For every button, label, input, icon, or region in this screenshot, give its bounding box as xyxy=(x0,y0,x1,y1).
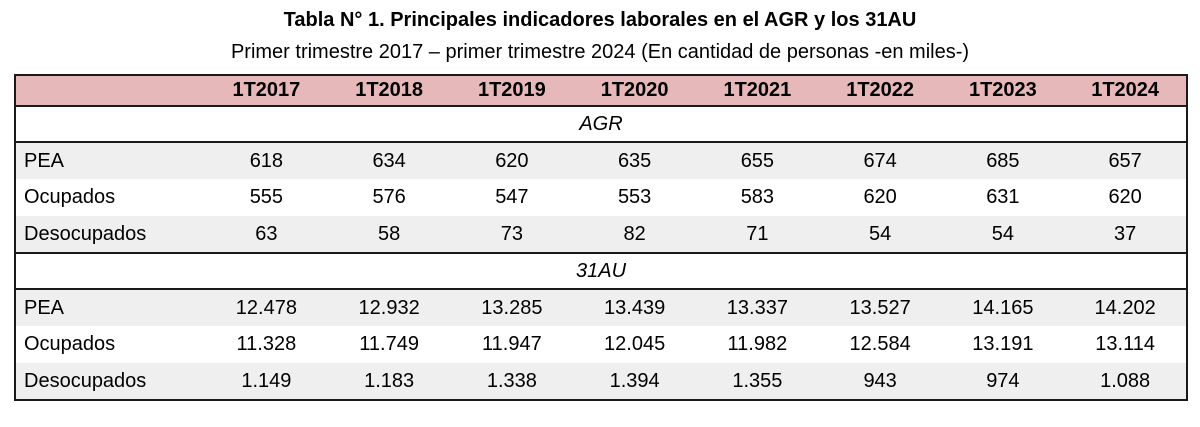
value-cell: 12.584 xyxy=(818,326,942,363)
value-cell: 58 xyxy=(327,216,451,253)
value-cell: 655 xyxy=(696,142,819,179)
header-cell-1T2023: 1T2023 xyxy=(941,75,1065,107)
row-label: PEA xyxy=(15,142,205,179)
table-body: AGR PEA 618 634 620 635 655 674 685 657 Ocupados 55… xyxy=(15,105,1187,400)
value-cell: 63 xyxy=(205,216,328,253)
value-cell: 11.749 xyxy=(327,326,451,363)
header-cell-1T2024: 1T2024 xyxy=(1064,75,1187,107)
value-cell: 13.337 xyxy=(696,289,819,326)
value-cell: 1.394 xyxy=(573,363,696,400)
value-cell: 1.183 xyxy=(327,363,451,400)
table-row-31AU-PEA: PEA 12.478 12.932 13.285 13.439 13.337 13.527 1… xyxy=(15,289,1187,326)
value-cell: 1.355 xyxy=(696,363,819,400)
value-cell: 14.165 xyxy=(941,289,1065,326)
value-cell: 555 xyxy=(205,179,328,216)
value-cell: 11.328 xyxy=(205,326,328,363)
table-subtitle: Primer trimestre 2017 – primer trimestre… xyxy=(230,41,970,63)
value-cell: 11.982 xyxy=(696,326,819,363)
value-cell: 82 xyxy=(573,216,696,253)
row-label: PEA xyxy=(15,289,205,326)
header-cell-1T2018: 1T2018 xyxy=(327,75,451,107)
table-row-AGR-PEA: PEA 618 634 620 635 655 674 685 657 xyxy=(15,142,1187,179)
table-row-AGR-Ocupados: Ocupados 555 576 547 553 583 620 631 620 xyxy=(15,179,1187,216)
value-cell: 14.202 xyxy=(1064,289,1187,326)
value-cell: 71 xyxy=(696,216,819,253)
table-row-31AU-Ocupados: Ocupados 11.328 11.749 11.947 12.045 11.982 12… xyxy=(15,326,1187,363)
value-cell: 635 xyxy=(573,142,696,179)
header-cell-1T2017: 1T2017 xyxy=(205,75,328,107)
value-cell: 13.114 xyxy=(1064,326,1187,363)
value-cell: 54 xyxy=(818,216,942,253)
value-cell: 618 xyxy=(205,142,328,179)
row-label: Desocupados xyxy=(15,363,205,400)
value-cell: 974 xyxy=(941,363,1065,400)
value-cell: 620 xyxy=(1064,179,1187,216)
value-cell: 11.947 xyxy=(450,326,574,363)
section-row-31AU: 31AU xyxy=(15,252,1187,290)
value-cell: 12.478 xyxy=(205,289,328,326)
value-cell: 631 xyxy=(941,179,1065,216)
section-row-AGR: AGR xyxy=(15,105,1187,143)
table-row-AGR-Desocupados: Desocupados 63 58 73 82 71 54 54 37 xyxy=(15,216,1187,253)
value-cell: 576 xyxy=(327,179,451,216)
header-cell-1T2021: 1T2021 xyxy=(696,75,819,107)
table-row-31AU-Desocupados: Desocupados 1.149 1.183 1.338 1.394 1.355 943 9… xyxy=(15,363,1187,400)
header-cell-empty xyxy=(15,75,205,107)
value-cell: 685 xyxy=(941,142,1065,179)
value-cell: 13.527 xyxy=(818,289,942,326)
value-cell: 943 xyxy=(818,363,942,400)
value-cell: 37 xyxy=(1064,216,1187,253)
value-cell: 1.149 xyxy=(205,363,328,400)
header-cell-1T2020: 1T2020 xyxy=(573,75,696,107)
row-label: Ocupados xyxy=(15,326,205,363)
value-cell: 583 xyxy=(696,179,819,216)
value-cell: 674 xyxy=(818,142,942,179)
value-cell: 620 xyxy=(450,142,574,179)
value-cell: 73 xyxy=(450,216,574,253)
header-row: 1T2017 1T2018 1T2019 1T2020 1T2021 1T2022 1T20… xyxy=(15,75,1187,107)
table-title: Tabla N° 1. Principales indicadores labo… xyxy=(283,9,917,31)
header-cell-1T2022: 1T2022 xyxy=(818,75,942,107)
value-cell: 13.439 xyxy=(573,289,696,326)
value-cell: 547 xyxy=(450,179,574,216)
row-label: Ocupados xyxy=(15,179,205,216)
value-cell: 657 xyxy=(1064,142,1187,179)
row-label: Desocupados xyxy=(15,216,205,253)
value-cell: 13.191 xyxy=(941,326,1065,363)
value-cell: 12.932 xyxy=(327,289,451,326)
section-title: 31AU xyxy=(15,252,1187,290)
section-title: AGR xyxy=(15,105,1187,143)
value-cell: 1.338 xyxy=(450,363,574,400)
header-cell-1T2019: 1T2019 xyxy=(450,75,574,107)
value-cell: 13.285 xyxy=(450,289,574,326)
value-cell: 620 xyxy=(818,179,942,216)
value-cell: 553 xyxy=(573,179,696,216)
value-cell: 12.045 xyxy=(573,326,696,363)
value-cell: 54 xyxy=(941,216,1065,253)
labor-indicators-table: 1T2017 1T2018 1T2019 1T2020 1T2021 1T2022 1T20… xyxy=(14,74,1188,401)
value-cell: 1.088 xyxy=(1064,363,1187,400)
value-cell: 634 xyxy=(327,142,451,179)
